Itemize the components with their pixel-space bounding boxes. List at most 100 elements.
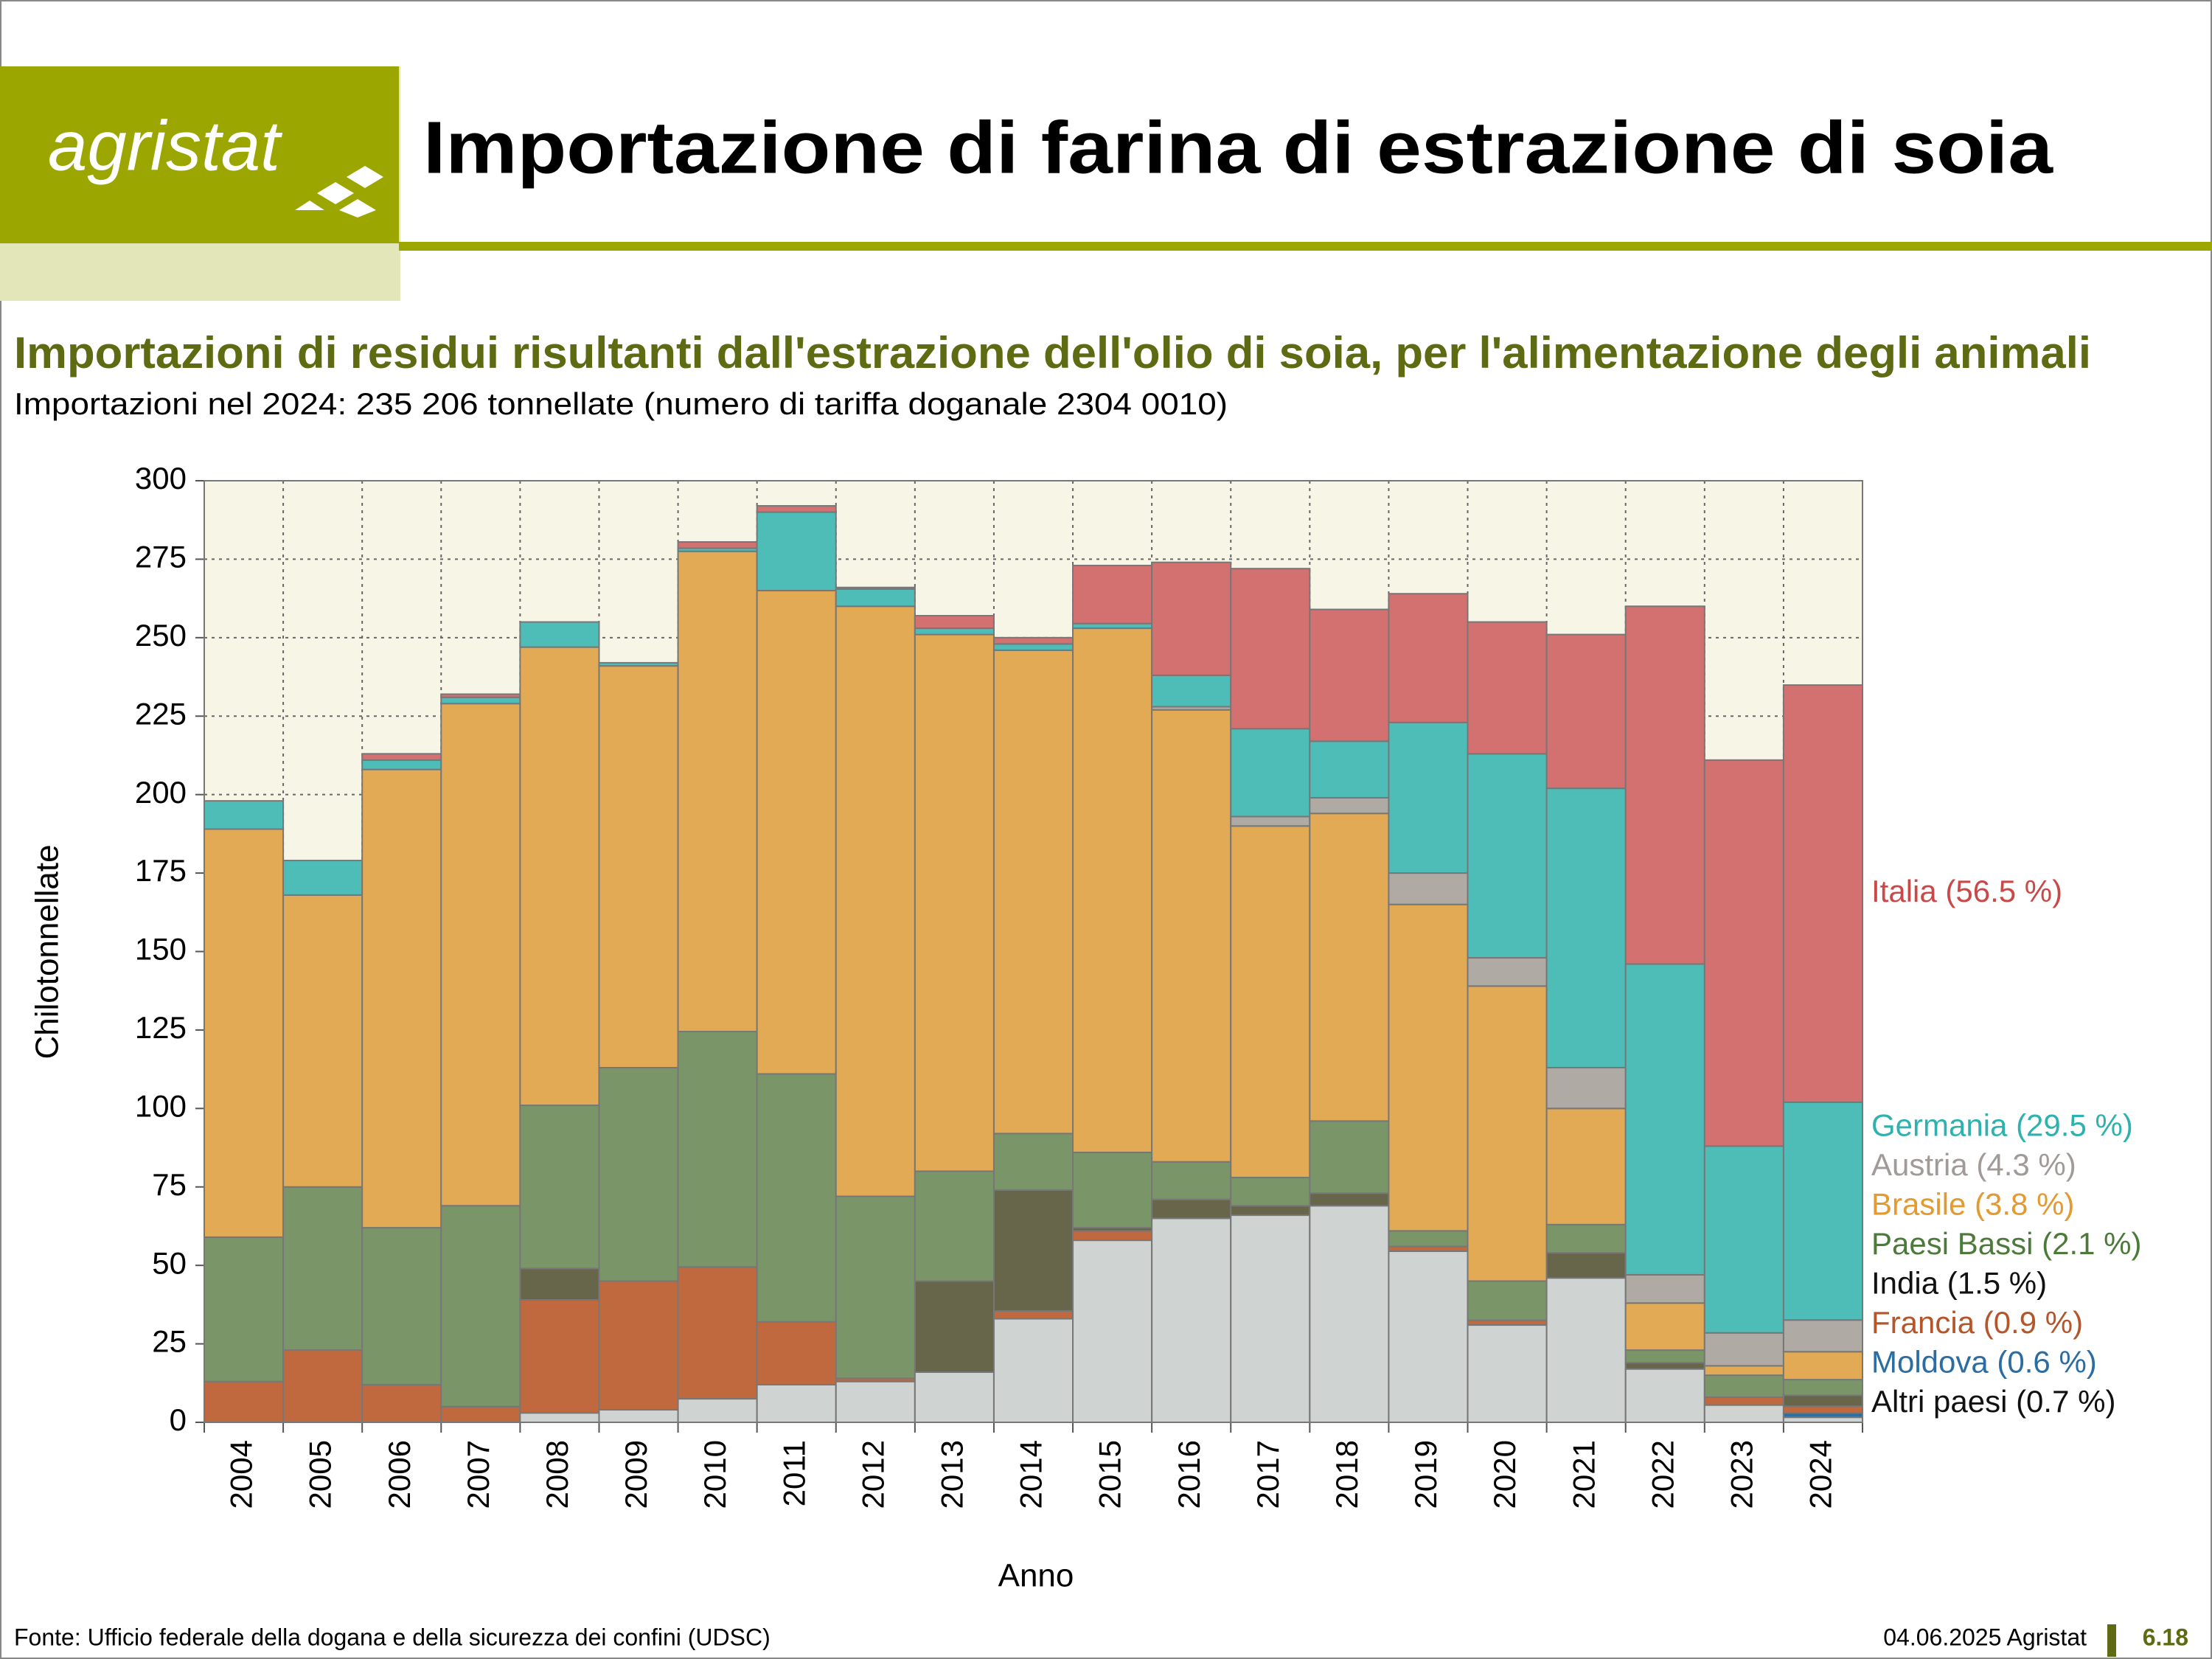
x-tick-label: 2016 <box>1172 1440 1206 1509</box>
bar-segment <box>1782 1319 1864 1353</box>
bar-segment <box>1545 1223 1627 1254</box>
y-tick-label: 250 <box>135 618 187 653</box>
bar-segment <box>914 615 995 630</box>
bar-segment <box>361 1383 442 1424</box>
bar-segment <box>914 1280 995 1373</box>
y-tick-label: 175 <box>135 853 187 888</box>
bar-segment <box>204 800 285 830</box>
x-tick-label: 2015 <box>1093 1440 1127 1509</box>
y-tick-label: 0 <box>170 1402 187 1437</box>
x-tick-label: 2006 <box>382 1440 417 1509</box>
bar-segment <box>1388 1251 1469 1424</box>
footer-page: 6.18 <box>2143 1624 2188 1650</box>
bar-segment <box>677 541 758 549</box>
footer-bar <box>2107 1624 2116 1657</box>
bar-segment <box>204 1380 285 1423</box>
bar-segment <box>1782 1405 1864 1414</box>
bar-segment <box>1703 1404 1784 1424</box>
bar-segment <box>519 621 600 648</box>
bar-segment <box>1467 1280 1548 1321</box>
bar-segment <box>835 605 916 1197</box>
bar-segment <box>519 1267 600 1301</box>
bar-segment <box>1703 1365 1784 1377</box>
legend-label: Altri paesi (0.7 %) <box>1871 1384 2115 1419</box>
bar-segment <box>756 1383 837 1424</box>
chart-title: Importazioni di residui risultanti dall'… <box>14 328 2091 378</box>
bar-segment <box>598 1408 679 1424</box>
y-tick-label: 275 <box>135 540 187 574</box>
bar-segment <box>756 1073 837 1323</box>
x-axis-label: Anno <box>998 1558 1074 1594</box>
bar-segment <box>992 636 1074 645</box>
bar-segment <box>1624 1349 1705 1364</box>
x-tick-label: 2021 <box>1566 1440 1601 1509</box>
x-tick-label: 2023 <box>1724 1440 1759 1509</box>
bar-segment <box>1782 1379 1864 1397</box>
bar-segment <box>1545 1107 1627 1225</box>
bar-segment <box>756 511 837 591</box>
logo-mark <box>295 166 383 218</box>
bar-segment <box>756 589 837 1075</box>
bar-segment <box>1230 568 1311 730</box>
bar-segment <box>1072 564 1153 625</box>
bar-segment <box>519 1105 600 1270</box>
bar-segment <box>204 1236 285 1382</box>
bar-segment <box>1703 1396 1784 1406</box>
bar-segment <box>914 1371 995 1423</box>
bar-segment <box>1545 1277 1627 1424</box>
bar-segment <box>361 753 442 761</box>
bar-segment <box>835 1195 916 1380</box>
bar-segment <box>1388 593 1469 723</box>
bar-segment <box>1309 1192 1390 1207</box>
y-tick-label: 75 <box>152 1167 187 1202</box>
bar-segment <box>1151 1217 1232 1423</box>
bar-segment <box>1624 1273 1705 1304</box>
bar-segment <box>756 1321 837 1385</box>
bar-segment <box>1545 633 1627 790</box>
y-tick-label: 150 <box>135 932 187 967</box>
footer-source: Fonte: Ufficio federale della dogana e d… <box>14 1624 771 1650</box>
x-tick-label: 2008 <box>540 1440 574 1509</box>
bar-segment <box>1624 1362 1705 1370</box>
bar-segment <box>677 1266 758 1400</box>
bar-segment <box>914 1170 995 1282</box>
y-tick-label: 100 <box>135 1088 187 1123</box>
bar-segment <box>992 1310 1074 1320</box>
bar-segment <box>992 1133 1074 1192</box>
x-tick-label: 2024 <box>1804 1440 1838 1509</box>
y-tick-label: 50 <box>152 1245 187 1280</box>
bar-segment <box>519 1412 600 1423</box>
logo-box <box>0 66 399 243</box>
logo-text: agristat <box>48 106 282 185</box>
bar-segment <box>1467 753 1548 959</box>
bar-segment <box>1545 1252 1627 1279</box>
bar-segment <box>282 1186 364 1352</box>
bar-segment <box>1309 796 1390 815</box>
bar-segment <box>1072 1239 1153 1423</box>
bar-segment <box>1309 1205 1390 1424</box>
bar-segment <box>1703 759 1784 1147</box>
bar-segment <box>598 665 679 1068</box>
y-tick-label: 25 <box>152 1324 187 1359</box>
bar-segment <box>282 894 364 1188</box>
bar-segment <box>992 643 1074 651</box>
bar-segment <box>1151 1161 1232 1200</box>
chart-subtitle: Importazioni nel 2024: 235 206 tonnellat… <box>14 386 1228 421</box>
bar-segment <box>677 1398 758 1423</box>
x-tick-label: 2010 <box>698 1440 732 1509</box>
bar-segment <box>1624 1368 1705 1424</box>
legend-label: Brasile (3.8 %) <box>1871 1187 2074 1222</box>
bar-segment <box>1782 1101 1864 1321</box>
bar-segment <box>598 1066 679 1282</box>
bar-segment <box>204 828 285 1238</box>
bar-segment <box>598 1280 679 1411</box>
bar-segment <box>1230 1176 1311 1207</box>
bar-segment <box>282 860 364 896</box>
legend-label: Germania (29.5 %) <box>1871 1108 2133 1143</box>
bar-segment <box>1703 1332 1784 1367</box>
bar-segment <box>1624 1302 1705 1352</box>
bar-segment <box>1072 1151 1153 1229</box>
x-tick-label: 2019 <box>1408 1440 1443 1509</box>
